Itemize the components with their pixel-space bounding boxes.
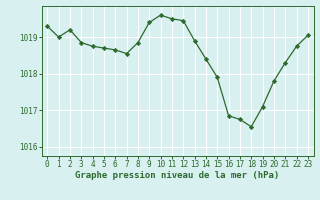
X-axis label: Graphe pression niveau de la mer (hPa): Graphe pression niveau de la mer (hPa) xyxy=(76,171,280,180)
